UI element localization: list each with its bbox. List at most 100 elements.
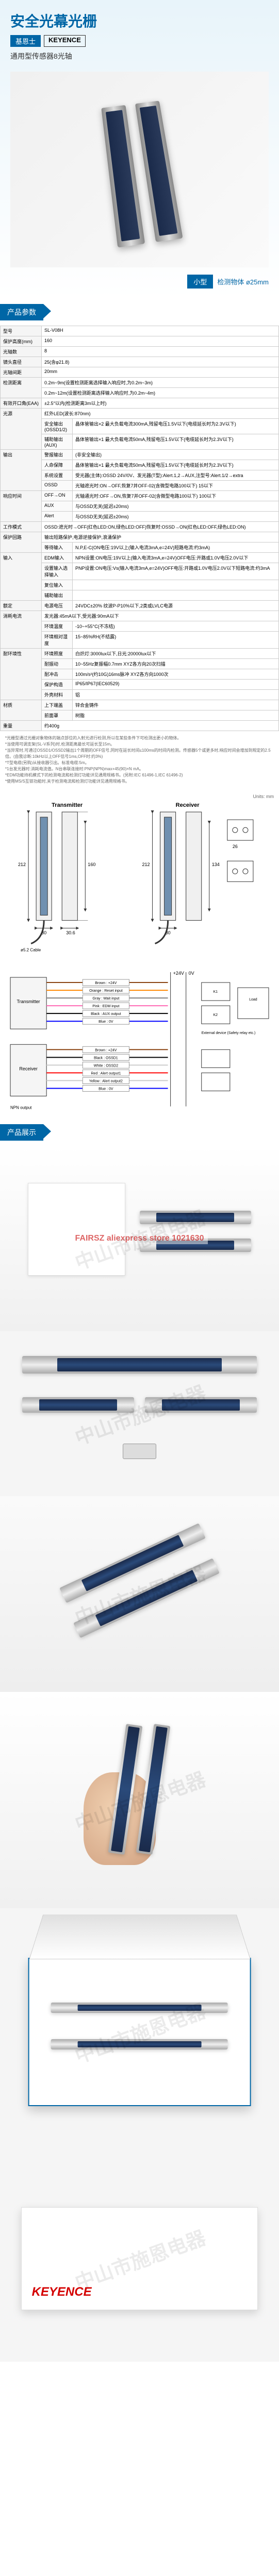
spec-row: 镜头直径25(含φ21.8) <box>1 357 279 367</box>
watermark-shop: 中山市施恩电器 <box>70 1377 209 1451</box>
svg-text:Pink : EDM input: Pink : EDM input <box>92 1005 119 1008</box>
spec-header: 产品参数 <box>0 304 43 320</box>
photo-box-open: 中山市施恩电器 <box>0 1908 279 2156</box>
svg-text:Brown : +24V: Brown : +24V <box>95 1048 117 1052</box>
spec-row: OSSD光轴遮光时:ON→OFF,恢复7并OFF-02(含微型电路100以下) … <box>1 481 279 491</box>
wiring-diagram: Transmitter Receiver Brown : +24V Orange … <box>0 962 279 1120</box>
spec-row: 额定电源电压24VDC±20% 纹波P-P10%以下,2类或LVLC电源 <box>1 601 279 611</box>
note-line: *1台发光器时:消耗电流值。N台串联连接时:PNP(NPN)max+45(90)… <box>5 766 274 772</box>
wiring-svg: Transmitter Receiver Brown : +24V Orange … <box>5 967 274 1112</box>
svg-text:NPN output: NPN output <box>10 1105 32 1110</box>
brand-en: KEYENCE <box>44 35 86 47</box>
spec-row: 人命保障晶体管输出×1 最大负载电流50mA,残留电压1.5V以下(电缆延长时为… <box>1 460 279 470</box>
spec-row: 光轴数8 <box>1 347 279 357</box>
spec-row: AUX与OSSD无关(延迟±20ms) <box>1 501 279 512</box>
keyence-logo: KEYENCE <box>32 2285 92 2299</box>
svg-text:Brown : +24V: Brown : +24V <box>95 981 117 985</box>
svg-text:Load: Load <box>249 998 257 1002</box>
svg-text:External device (Safety relay: External device (Safety relay etc.) <box>202 1031 256 1035</box>
spec-row: 外壳材料铝 <box>1 690 279 700</box>
svg-text:Blue : 0V: Blue : 0V <box>99 1020 113 1024</box>
spec-row: 输出警报输出(非安全输出) <box>1 450 279 460</box>
svg-text:160: 160 <box>88 862 95 867</box>
spec-row: 耐环境性环境照度白炽灯:3000lux以下,日光:20000lux以下 <box>1 649 279 659</box>
spec-row: 材质上下端盖锌合金铸件 <box>1 700 279 710</box>
hero-product-image <box>10 72 269 267</box>
spec-row: 辅助输出 <box>1 590 279 601</box>
svg-text:Blue : 0V: Blue : 0V <box>99 1087 113 1091</box>
spec-row: 有效开口角(EAA)±2.5°以内(检测距离3m以上时) <box>1 398 279 409</box>
spec-row: 环境温度-10~+55°C(不冻结) <box>1 621 279 632</box>
brand-row: 基恩士 KEYENCE <box>10 35 269 47</box>
dimension-diagram: Units: mm Transmitter Receiver 212 160 3… <box>0 789 279 962</box>
spec-row: 环境相对湿度15~85%RH(不结露) <box>1 632 279 649</box>
spec-row: 工作模式OSSD:遮光时→OFF(红色LED:ON,绿色LED:OFF)恢复时:… <box>1 522 279 532</box>
svg-text:Black : AUX output: Black : AUX output <box>91 1012 121 1016</box>
photo-manual-sensors: FAIRSZ aliexpress store 1021630 中山市施恩电器 <box>0 1146 279 1331</box>
svg-text:Red : Alert output1: Red : Alert output1 <box>91 1072 121 1075</box>
spec-row: Alert与OSSD无关(延迟±20ms) <box>1 512 279 522</box>
spec-row: 保护回路输出短路保护,电源逆接保护,浪涌保护 <box>1 532 279 543</box>
dim-svg: Transmitter Receiver 212 160 30 30.6 ø5.… <box>5 799 274 954</box>
photo-sensors-connector: 中山市施恩电器 <box>0 1331 279 1496</box>
note-line: *T型电缆(另购)从接收器引出。标准电缆:5m。 <box>5 760 274 766</box>
spec-row: 输入EDM输入NPN设置:ON电压:19V以上(输入电流3mA,e=24V)OF… <box>1 553 279 563</box>
subtitle: 通用型传感器8光轴 <box>10 51 269 61</box>
photo-box-closed: KEYENCE 中山市施恩电器 <box>0 2156 279 2362</box>
badge-spec: 检测物体 ø25mm <box>217 277 269 286</box>
photo-angled-pair: 中山市施恩电器 <box>0 1496 279 1692</box>
svg-text:Orange : Reset input: Orange : Reset input <box>89 989 123 993</box>
spec-row: 检测距离0.2m~9m(设置检测距离选择输入响应时,为0.2m~3m) <box>1 378 279 388</box>
spec-row: 耐冲击100m/s²(约10G)16ms脉冲 XYZ各方向1000次 <box>1 669 279 680</box>
svg-text:Transmitter: Transmitter <box>17 999 40 1004</box>
svg-text:Transmitter: Transmitter <box>52 802 83 808</box>
svg-text:30.6: 30.6 <box>66 930 75 935</box>
svg-text:0V: 0V <box>189 971 194 976</box>
spec-notes: *光栅型通过光栅对象物体的端点部位的入射光进行检测,所以在某些条件下可检测出更小… <box>0 731 279 789</box>
svg-text:Yellow : Alert output2: Yellow : Alert output2 <box>89 1079 123 1083</box>
svg-text:Receiver: Receiver <box>176 802 200 808</box>
spec-row: 0.2m~12m(设置检测距离选择输入响应时,为0.2m~4m) <box>1 388 279 398</box>
svg-text:26: 26 <box>233 844 238 849</box>
note-line: *当使用可调支架(SL-V系列)时,检测距离最长可延长至15m。 <box>5 741 274 748</box>
svg-text:212: 212 <box>142 862 150 867</box>
spec-row: 保护构造IP65/IP67(IEC60529) <box>1 680 279 690</box>
spec-row: 安全输出(OSSD1/2)晶体管输出×2 最大负载电流300mA,残留电压1.5… <box>1 419 279 434</box>
spec-row: 前面罩树脂 <box>1 710 279 721</box>
spec-row: 消耗电流发光器:45mA以下,受光器:90mA以下 <box>1 611 279 621</box>
spec-table: 型号SL-V08H保护高度(mm)160光轴数8镜头直径25(含φ21.8)光轴… <box>0 326 279 731</box>
spec-row: 设置输入选择输入PNP设置:ON电压:Vs(输入电流3mA,e=24V)OFF电… <box>1 563 279 580</box>
svg-text:K2: K2 <box>213 1013 218 1017</box>
display-header: 产品展示 <box>0 1124 43 1141</box>
spec-row: 重量约400g <box>1 721 279 731</box>
svg-text:K1: K1 <box>213 990 218 994</box>
brand-cn: 基恩士 <box>10 35 41 47</box>
spec-row: 复位输入 <box>1 580 279 590</box>
note-line: *使用MS/S互锁功能时,关于检测电流和检测灯功能详见通用规格书。 <box>5 778 274 785</box>
note-line: *EDM功能待机模式下的检测电流和检测灯功能详见通用规格书。(另附:IEC 61… <box>5 772 274 778</box>
hero-section: 安全光幕光栅 基恩士 KEYENCE 通用型传感器8光轴 小型 检测物体 ø25… <box>0 0 279 299</box>
svg-text:+24V: +24V <box>173 971 184 976</box>
photo-hand-holding: 中山市施恩电器 <box>0 1692 279 1908</box>
main-title: 安全光幕光栅 <box>10 10 269 31</box>
spec-row: 响应时间OFF→ON光轴通光时:OFF→ON,恢复7并OFF-02(含微型电路1… <box>1 491 279 501</box>
note-line: *当异常时,可通过OSSD1/OSSD2输出1个周期的OFF信号,同时在延长时间… <box>5 748 274 760</box>
unit-label: Units: mm <box>5 794 274 799</box>
spec-row: 耐振动10~55Hz复振幅0.7mm XYZ各方向20次扫描 <box>1 659 279 669</box>
svg-text:White : OSSD2: White : OSSD2 <box>94 1064 119 1067</box>
spec-row: 保护高度(mm)160 <box>1 336 279 347</box>
svg-text:ø5.2 Cable: ø5.2 Cable <box>21 948 41 953</box>
badge-row: 小型 检测物体 ø25mm <box>187 275 269 289</box>
svg-text:212: 212 <box>18 862 26 867</box>
spec-row: 型号SL-V08H <box>1 326 279 336</box>
svg-text:134: 134 <box>212 862 220 867</box>
svg-text:Gray : Wait input: Gray : Wait input <box>92 997 119 1001</box>
spec-row: 光源红外LED(波长:870nm) <box>1 409 279 419</box>
svg-text:Black : OSSD1: Black : OSSD1 <box>94 1056 118 1060</box>
svg-text:Receiver: Receiver <box>19 1066 38 1071</box>
spec-row: 系统设置受光器(主体):OSSD 24V/0V、发光器(T型):Alert.1,… <box>1 470 279 481</box>
spec-row: 等待输入N.P,E-C(ON电压:19V以上(输入电流3mA,e=24V)短路电… <box>1 543 279 553</box>
spec-row: 辅助输出(AUX)晶体管输出×1 最大负载电流50mA,残留电压1.5V以下(电… <box>1 434 279 450</box>
note-line: *光栅型通过光栅对象物体的端点部位的入射光进行检测,所以在某些条件下可检测出更小… <box>5 735 274 741</box>
badge-type: 小型 <box>187 275 213 289</box>
